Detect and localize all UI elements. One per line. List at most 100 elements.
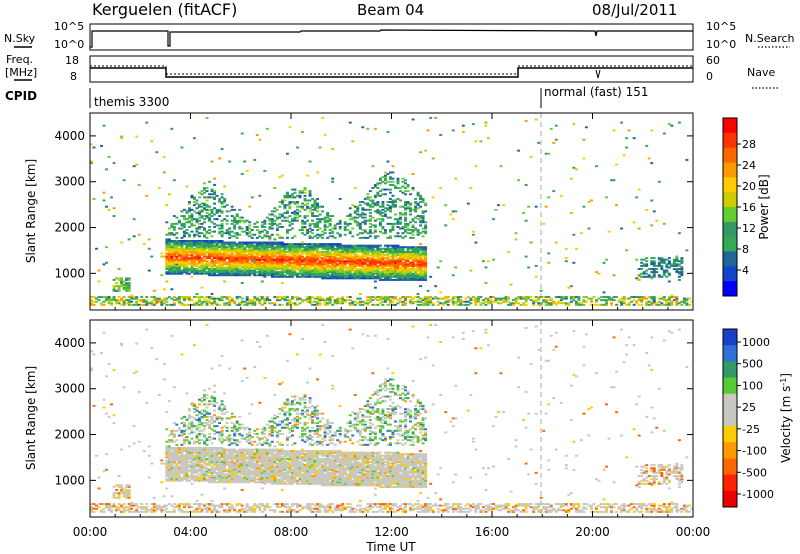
- data-cell: [195, 409, 199, 412]
- data-cell: [253, 260, 257, 263]
- data-cell: [205, 302, 209, 305]
- data-cell: [321, 246, 325, 249]
- data-cell: [263, 302, 267, 305]
- data-cell: [213, 244, 217, 247]
- data-cell: [238, 227, 242, 230]
- data-cell: [394, 263, 397, 266]
- data-cell: [263, 233, 267, 236]
- data-cell: [205, 239, 209, 242]
- data-cell: [378, 275, 382, 278]
- data-cell: [343, 277, 347, 280]
- data-cell: [223, 199, 227, 202]
- data-cell: [268, 266, 272, 269]
- data-cell: [177, 302, 181, 305]
- data-cell: [205, 296, 209, 299]
- data-cell: [147, 247, 151, 250]
- data-cell: [177, 426, 181, 429]
- data-cell: [331, 249, 335, 252]
- data-cell: [378, 271, 382, 274]
- data-cell: [456, 300, 460, 303]
- data-cell: [190, 258, 194, 261]
- data-cell: [195, 221, 199, 224]
- data-cell: [446, 299, 450, 302]
- data-cell: [175, 255, 179, 258]
- data-cell: [160, 302, 164, 305]
- data-cell: [200, 193, 204, 196]
- data-cell: [409, 236, 412, 239]
- data-cell: [409, 246, 412, 249]
- data-cell: [210, 252, 214, 255]
- data-cell: [170, 432, 174, 435]
- data-cell: [517, 296, 521, 299]
- data-cell: [223, 268, 227, 270]
- data-cell: [409, 254, 412, 256]
- data-cell: [386, 160, 390, 163]
- data-cell: [376, 204, 380, 207]
- data-cell: [383, 250, 387, 253]
- data-cell: [280, 296, 284, 299]
- data-cell: [371, 275, 375, 278]
- data-cell: [120, 282, 124, 285]
- data-cell: [218, 201, 222, 204]
- data-cell: [306, 274, 309, 277]
- data-cell: [331, 180, 335, 183]
- data-cell: [107, 300, 111, 303]
- data-cell: [182, 506, 186, 509]
- data-cell: [338, 219, 342, 222]
- data-cell: [233, 221, 237, 224]
- data-cell: [687, 297, 691, 300]
- data-cell: [421, 218, 425, 221]
- data-cell: [255, 236, 259, 239]
- data-cell: [180, 215, 184, 218]
- data-cell: [177, 219, 181, 222]
- data-cell: [243, 300, 247, 303]
- data-cell: [275, 261, 279, 264]
- data-cell: [383, 188, 387, 191]
- data-cell: [291, 257, 294, 260]
- data-cell: [391, 258, 395, 261]
- data-cell: [655, 268, 659, 270]
- data-cell: [107, 362, 111, 365]
- data-cell: [195, 303, 199, 306]
- data-cell: [170, 224, 174, 227]
- data-cell: [263, 246, 267, 249]
- data-cell: [333, 255, 337, 258]
- data-cell: [223, 247, 227, 250]
- data-cell: [401, 236, 405, 239]
- data-cell: [177, 459, 181, 462]
- data-cell: [180, 448, 184, 451]
- data-cell: [203, 258, 206, 261]
- data-cell: [235, 213, 239, 216]
- data-cell: [660, 297, 664, 300]
- data-cell: [685, 303, 689, 306]
- data-cell: [589, 303, 593, 306]
- data-cell: [316, 202, 320, 205]
- data-cell: [117, 289, 121, 292]
- data-cell: [203, 227, 206, 230]
- data-cell: [323, 275, 327, 278]
- data-cell: [547, 196, 551, 199]
- data-cell: [198, 227, 201, 230]
- data-cell: [386, 244, 390, 247]
- data-cell: [416, 202, 420, 205]
- data-cell: [273, 247, 277, 250]
- data-cell: [351, 216, 355, 219]
- data-cell: [363, 300, 367, 303]
- data-cell: [383, 210, 387, 213]
- data-cell: [182, 252, 186, 255]
- data-cell: [321, 244, 325, 247]
- data-cell: [667, 280, 671, 283]
- data-cell: [321, 247, 325, 250]
- data-cell: [243, 160, 247, 163]
- data-cell: [190, 470, 194, 473]
- data-cell: [223, 258, 227, 261]
- data-cell: [328, 246, 332, 249]
- data-cell: [303, 247, 307, 250]
- data-cell: [253, 246, 257, 249]
- data-cell: [185, 478, 189, 481]
- data-cell: [195, 241, 199, 244]
- data-cell: [170, 264, 174, 267]
- data-cell: [175, 252, 179, 255]
- data-cell: [652, 296, 656, 299]
- data-cell: [291, 274, 294, 277]
